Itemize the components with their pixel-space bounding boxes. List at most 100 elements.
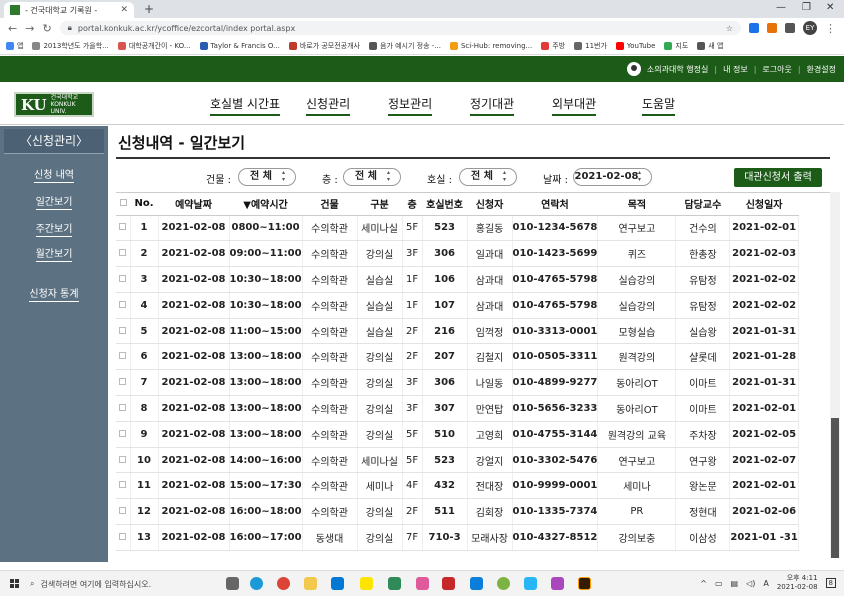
table-row[interactable]: 6 2021-02-08 13:00~18:00 수의학관 강의실 2F 207 김철지 010… xyxy=(116,343,799,371)
table-row[interactable]: 3 2021-02-08 10:30~18:00 수의학관 실습실 1F 106 삼과대 010… xyxy=(116,266,799,293)
bookmark-item[interactable]: 2013학년도 가을학... xyxy=(32,41,109,51)
forward-icon[interactable]: → xyxy=(25,21,35,35)
avatar[interactable]: EY xyxy=(803,21,817,35)
row-checkbox[interactable] xyxy=(119,274,127,282)
bookmark-item[interactable]: 11번가 xyxy=(574,41,607,51)
bookmark-item[interactable]: 새 앱 xyxy=(697,41,723,51)
app-icon[interactable] xyxy=(524,577,537,590)
row-checkbox[interactable] xyxy=(119,300,127,308)
menu-icon[interactable]: ⋮ xyxy=(825,21,836,35)
row-checkbox[interactable] xyxy=(119,378,127,386)
row-checkbox[interactable] xyxy=(119,403,127,411)
nav-application-management[interactable]: 신청관리 xyxy=(306,95,351,116)
minimize-icon[interactable]: — xyxy=(776,2,786,13)
settings-link[interactable]: 환경설정 xyxy=(806,64,836,74)
display-icon[interactable]: ▤ xyxy=(730,578,739,588)
table-row[interactable]: 11 2021-02-08 15:00~17:30 수의학관 세미나 4F 432 전대장 01… xyxy=(116,472,799,500)
new-tab-icon[interactable]: + xyxy=(144,2,155,16)
room-select[interactable]: 전 체 xyxy=(459,168,517,186)
bookmark-item[interactable]: 지도 xyxy=(664,41,688,51)
logo[interactable]: KU 건국대학교 KONKUK UNIV. xyxy=(14,92,94,117)
notification-icon[interactable]: 8 xyxy=(825,578,836,588)
row-checkbox[interactable] xyxy=(119,249,127,257)
table-row[interactable]: 1 2021-02-08 0800~11:00 수의학관 세미나실 5F 523 홍길동 010… xyxy=(116,215,799,242)
row-checkbox[interactable] xyxy=(119,326,127,334)
app-icon[interactable] xyxy=(470,577,483,590)
table-row[interactable]: 10 2021-02-08 14:00~16:00 수의학관 세미나실 5F 523 강얼지 0… xyxy=(116,447,799,474)
extension-icon[interactable] xyxy=(767,23,777,33)
sidebar-item-monthly-view[interactable]: 월간보기 xyxy=(35,249,73,262)
building-select[interactable]: 전 체 xyxy=(238,168,296,186)
puzzle-icon[interactable] xyxy=(785,23,795,33)
select-all-checkbox[interactable] xyxy=(119,199,127,207)
nav-room-schedule[interactable]: 호실별 시간표 xyxy=(210,95,281,116)
nav-info-management[interactable]: 정보관리 xyxy=(388,95,433,116)
sidebar-item-weekly-view[interactable]: 주간보기 xyxy=(35,224,73,237)
maximize-icon[interactable]: ❐ xyxy=(802,2,811,13)
sidebar-item-daily-view[interactable]: 일간보기 xyxy=(35,197,73,210)
sidebar-item-application-list[interactable]: 신청 내역 xyxy=(34,170,74,183)
illustrator-icon[interactable] xyxy=(578,577,591,590)
close-tab-icon[interactable]: ✕ xyxy=(120,5,128,15)
chrome-icon[interactable] xyxy=(277,577,290,590)
reload-icon[interactable]: ↻ xyxy=(42,21,52,35)
row-checkbox[interactable] xyxy=(119,481,127,489)
app-icon[interactable] xyxy=(442,577,455,590)
url-input[interactable]: 🔒︎ portal.konkuk.ac.kr/ycoffice/ezcortal… xyxy=(59,21,741,35)
table-row[interactable]: 2 2021-02-08 09:00~11:00 수의학관 강의실 3F 306 일과대 010… xyxy=(116,240,799,268)
table-row[interactable]: 5 2021-02-08 11:00~15:00 수의학관 실습실 2F 216 임꺽정 010… xyxy=(116,318,799,345)
scrollbar-thumb[interactable] xyxy=(831,418,839,558)
table-row[interactable]: 8 2021-02-08 13:00~18:00 수의학관 강의실 3F 307 만연탑 010… xyxy=(116,395,799,422)
bookmark-item[interactable]: YouTube xyxy=(615,42,655,50)
bookmark-item[interactable]: 음가 예시기 정송 -... xyxy=(369,41,441,51)
table-row[interactable]: 9 2021-02-08 13:00~18:00 수의학관 강의실 5F 510 고영희 010… xyxy=(116,421,799,448)
back-icon[interactable]: ← xyxy=(8,21,18,35)
ime-icon[interactable]: A xyxy=(763,578,769,588)
volume-icon[interactable]: ◁) xyxy=(746,578,756,588)
bookmark-item[interactable]: 바로가 공모전공개사 xyxy=(288,41,360,51)
row-checkbox[interactable] xyxy=(119,507,127,515)
row-checkbox[interactable] xyxy=(119,455,127,463)
close-window-icon[interactable]: ✕ xyxy=(826,2,835,13)
task-view-icon[interactable] xyxy=(226,577,239,590)
table-row[interactable]: 7 2021-02-08 13:00~18:00 수의학관 강의실 3F 306 나일동 010… xyxy=(116,369,799,397)
app-icon[interactable] xyxy=(388,577,401,590)
date-select[interactable]: 2021-02-08 xyxy=(573,168,652,186)
bookmark-item[interactable]: 주방 xyxy=(541,41,565,51)
row-checkbox[interactable] xyxy=(119,429,127,437)
nav-external-rental[interactable]: 외부대관 xyxy=(552,95,597,116)
app-icon[interactable] xyxy=(416,577,429,590)
bookmark-item[interactable]: Taylor & Francis O... xyxy=(199,42,280,50)
row-checkbox[interactable] xyxy=(119,532,127,540)
floor-select[interactable]: 전 체 xyxy=(343,168,401,186)
network-icon[interactable]: ▭ xyxy=(714,578,723,588)
my-info-link[interactable]: 내 정보 xyxy=(723,64,748,74)
row-checkbox[interactable] xyxy=(119,352,127,360)
logout-link[interactable]: 로그아웃 xyxy=(762,64,792,74)
table-row[interactable]: 12 2021-02-08 16:00~18:00 수의학관 강의실 2F 511 김회장 01… xyxy=(116,498,799,526)
scrollbar-track[interactable] xyxy=(830,192,840,558)
app-icon[interactable] xyxy=(551,577,564,590)
taskbar-search-input[interactable]: ⌕ 검색하려면 여기에 입력하십시오. xyxy=(30,579,152,589)
edge-icon[interactable] xyxy=(250,577,263,590)
bookmark-item[interactable]: 앱 xyxy=(6,41,23,51)
kakaotalk-icon[interactable] xyxy=(360,577,373,590)
windows-start-icon[interactable] xyxy=(10,579,20,589)
print-application-button[interactable]: 대관신청서 출력 xyxy=(734,168,822,187)
browser-tab[interactable]: - 건국대학교 기록원 - ✕ xyxy=(4,2,134,18)
table-row[interactable]: 4 2021-02-08 10:30~18:00 수의학관 실습실 1F 107 삼과대 010… xyxy=(116,292,799,319)
nav-help[interactable]: 도움말 xyxy=(642,95,676,116)
star-icon[interactable]: ☆ xyxy=(725,23,733,33)
file-explorer-icon[interactable] xyxy=(304,577,317,590)
chevron-up-icon[interactable]: ^ xyxy=(700,578,707,588)
bookmark-item[interactable]: Sci-Hub: removing... xyxy=(449,42,532,50)
app-icon[interactable] xyxy=(497,577,510,590)
nav-regular-rental[interactable]: 정기대관 xyxy=(470,95,515,116)
extension-icon[interactable] xyxy=(749,23,759,33)
sidebar-item-applicant-stats[interactable]: 신청자 통계 xyxy=(29,289,79,302)
column-header[interactable]: ▼예약시간 xyxy=(229,193,303,216)
bookmark-item[interactable]: 대학공개간이 - KO... xyxy=(117,41,191,51)
table-row[interactable]: 13 2021-02-08 16:00~17:00 동생대 강의실 7F 710-3 모래사장… xyxy=(116,524,799,551)
clock[interactable]: 오후 4:11 2021-02-08 xyxy=(776,574,818,591)
store-icon[interactable] xyxy=(331,577,344,590)
